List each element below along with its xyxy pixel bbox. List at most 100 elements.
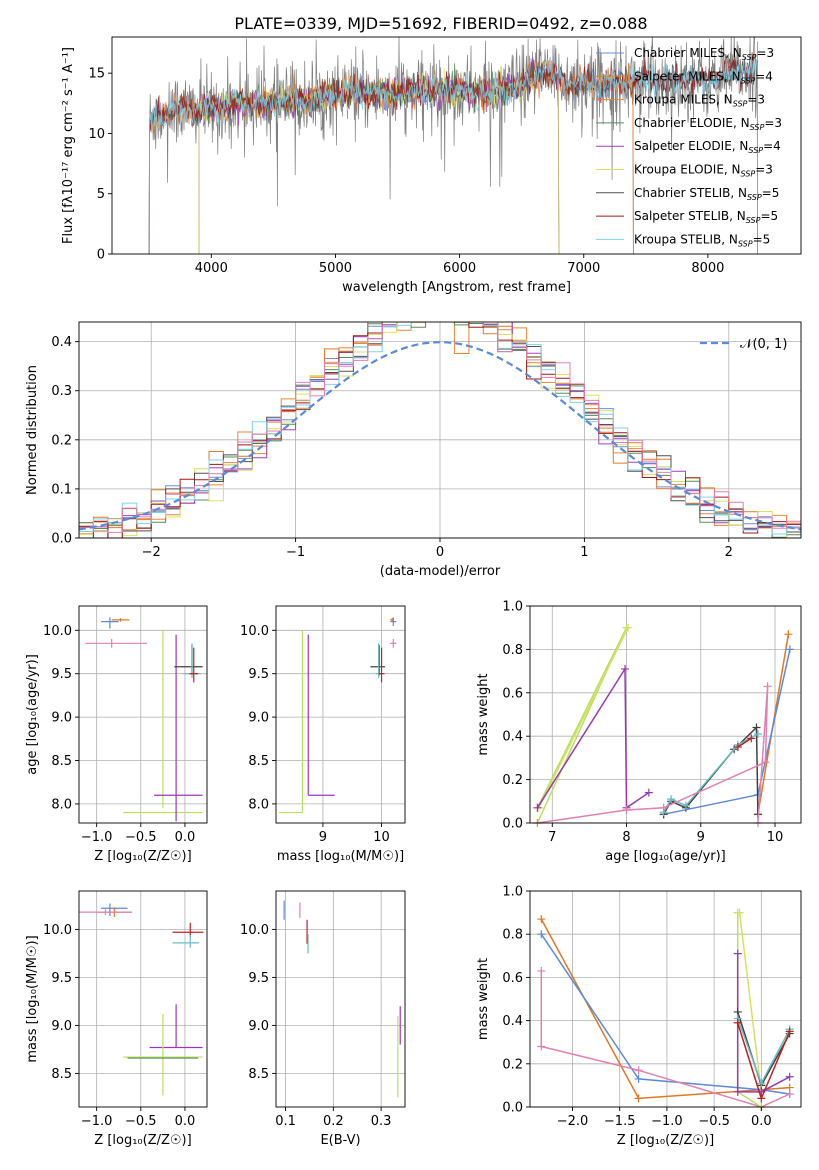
legend-label-tail: =4 [755,69,773,83]
x-axis-label: age [log₁₀(age/yr)] [605,849,726,864]
y-tick-label: 0.8 [502,643,523,658]
series-marker [757,1079,766,1088]
y-tick-label: 5 [97,187,105,202]
series-line-2 [540,970,791,1108]
y-tick-label: 10.0 [43,624,72,639]
legend-label-sub: SSP [746,216,761,225]
legend-label-tail: =4 [763,139,781,153]
legend-label-text: Chabrier MILES, N [634,46,742,60]
data-point-0 [278,630,303,814]
x-tick-label: 7000 [567,261,600,276]
series-line-1 [538,627,629,809]
y-axis-label: age [log₁₀(age/yr)] [25,654,40,775]
data-point-7 [183,643,201,679]
series-marker [667,795,676,804]
legend-label-tail: =5 [753,232,771,246]
x-tick-label: 9 [697,830,705,845]
series-line-4 [663,649,791,816]
x-tick-label: 8 [622,830,630,845]
y-tick-label: 0.2 [51,433,72,448]
y-tick-label: 0.0 [502,817,523,832]
y-tick-label: 15 [88,67,105,82]
x-tick-label: 0.0 [175,1114,196,1129]
series-line-4 [738,912,763,1092]
series-marker [735,908,744,917]
y-tick-label: 0.0 [502,1101,523,1116]
y-tick-label: 0.2 [502,773,523,788]
y-tick-label: 10.0 [240,624,269,639]
data-point-2 [85,638,147,648]
series-marker [659,803,668,812]
y-tick-label: 8.0 [51,797,72,812]
y-tick-label: 0.0 [51,532,72,547]
data-point-5 [154,634,203,822]
y-tick-label: 9.0 [248,711,269,726]
model-line-kroupa-stelib [148,56,758,254]
data-point-5 [390,617,397,626]
legend-label-sub: SSP [733,100,748,109]
figure-title: PLATE=0339, MJD=51692, FIBERID=0492, z=0… [234,14,647,33]
y-axis-label: Flux [fλ10⁻¹⁷ erg cm⁻² s⁻¹ A⁻¹] [61,47,76,244]
data-point-5 [149,1004,203,1049]
plot-area [79,322,801,538]
legend-label-tail: =3 [764,116,782,130]
series-line-5 [736,953,791,1093]
x-tick-label: 0 [436,545,444,560]
axes-frame [111,36,802,255]
x-axis-label: E(B-V) [320,1133,360,1148]
data-point-7 [390,638,397,648]
residuals-panel: −2 −1 0 1 2 0.0 0.1 0.2 0.3 0.4 (data-model)/error… [25,321,802,579]
series-line-2 [536,666,650,810]
series-line-3 [736,912,762,1108]
legend-label-text: Chabrier STELIB, N [634,186,747,200]
legend-label-sub: SSP [750,123,765,132]
data-point-1 [307,634,335,796]
series-marker [622,805,631,814]
y-tick-label: 0.2 [502,1057,523,1072]
legend-label: Kroupa MILES, NSSP=3 [634,93,765,109]
data-point-4 [378,647,385,683]
x-tick-label: −1.5 [604,1114,636,1129]
legend-label-text: Chabrier ELODIE, N [634,116,750,130]
x-tick-label: 0.0 [751,1114,772,1129]
series-line-0 [540,918,790,1100]
x-tick-label: −1.0 [651,1114,683,1129]
y-tick-label: 9.0 [51,711,72,726]
series-marker [634,1066,643,1075]
legend-label: Salpeter ELODIE, NSSP=4 [634,139,781,155]
legend-label-tail: =3 [756,46,774,60]
legend-label-sub: SSP [741,170,756,179]
series-marker [681,801,690,810]
x-tick-label: 6000 [443,261,476,276]
histogram-series-7 [79,322,801,538]
legend-label-sub: SSP [742,53,757,62]
data-point-2 [79,909,132,915]
legend-label-tail: =5 [762,186,780,200]
legend-label-tail: =5 [760,209,778,223]
y-axis-label: mass weight [476,673,491,755]
normal-distribution-curve [79,341,801,531]
y-tick-label: 10 [88,127,105,142]
series-marker [733,1018,742,1027]
data-point-2 [370,645,386,676]
x-axis-label: Z [log₁₀(Z/Z☉)] [94,1133,191,1148]
legend-label-sub: SSP [748,146,763,155]
series-marker [785,1027,794,1036]
y-axis-label: Normed distribution [25,365,40,495]
y-tick-label: 0.6 [502,686,523,701]
legend-label-text: Kroupa STELIB, N [634,232,738,246]
y-tick-label: 8.5 [51,754,72,769]
series-marker [785,1072,794,1081]
data-point-3 [172,922,204,938]
legend-label: Chabrier MILES, NSSP=3 [634,46,774,62]
x-tick-label: 0.1 [275,1114,296,1129]
series-marker [785,1090,794,1099]
data-point-0 [101,617,119,629]
legend-label-text: Kroupa ELODIE, N [634,163,741,177]
y-tick-label: 8.0 [248,797,269,812]
series-line-1 [540,933,790,1095]
legend-label-text: Salpeter ELODIE, N [634,139,748,153]
x-tick-label: 9 [319,830,327,845]
x-tick-label: −2 [142,545,161,560]
